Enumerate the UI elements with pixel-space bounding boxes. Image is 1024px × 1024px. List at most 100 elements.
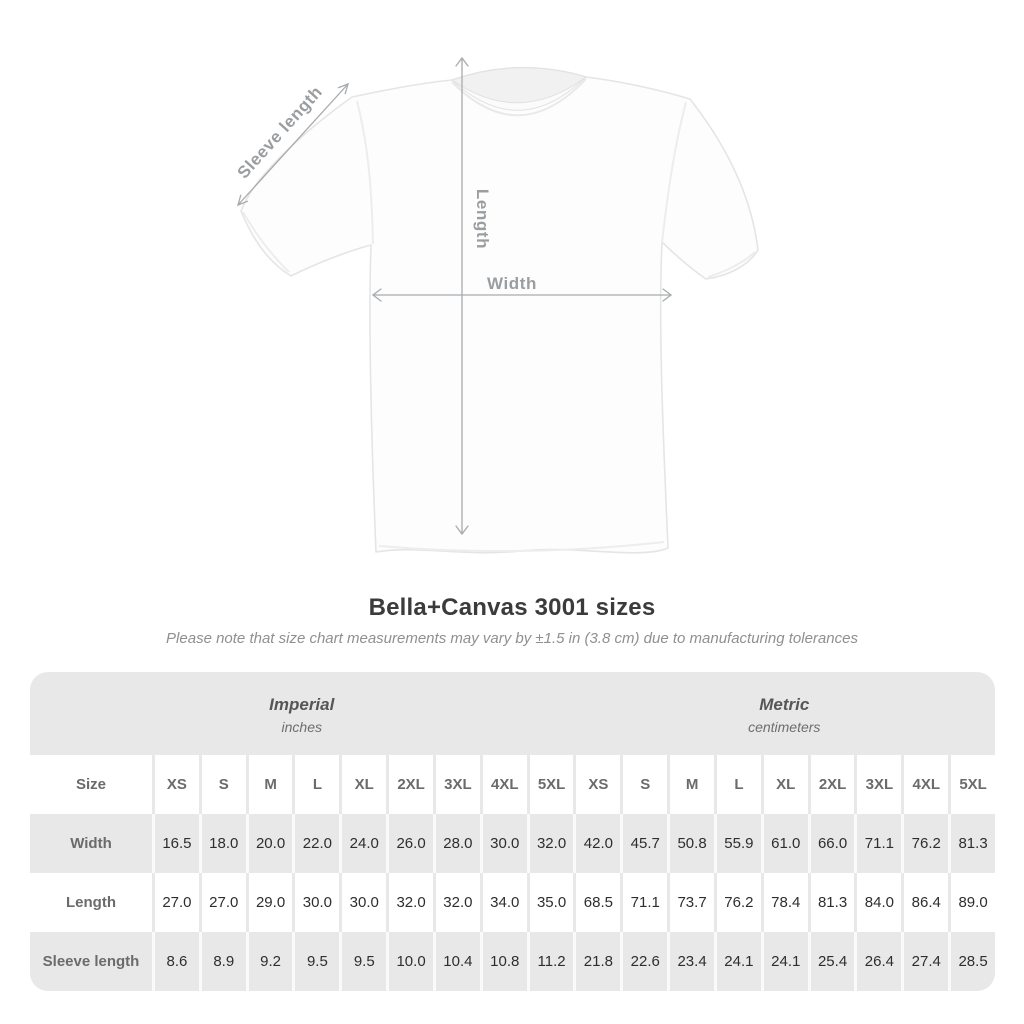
group-name-metric: Metric bbox=[759, 694, 810, 714]
size-column-header: S bbox=[620, 755, 667, 814]
size-column-header: XS bbox=[152, 755, 199, 814]
value-cell: 34.0 bbox=[479, 873, 527, 932]
value-cell: 30.0 bbox=[479, 814, 527, 873]
value-cell: 24.0 bbox=[339, 814, 386, 873]
width-label: Width bbox=[487, 274, 537, 293]
value-cell: 27.0 bbox=[198, 873, 246, 932]
value-cell: 22.6 bbox=[620, 932, 667, 991]
group-unit-metric: centimeters bbox=[748, 718, 821, 735]
length-arrow bbox=[455, 56, 469, 536]
size-column-header: 4XL bbox=[479, 755, 527, 814]
value-cell: 30.0 bbox=[339, 873, 386, 932]
size-column-header: 2XL bbox=[807, 755, 855, 814]
value-cell: 78.4 bbox=[760, 873, 808, 932]
tshirt-diagram: Sleeve length Length Width bbox=[234, 56, 759, 554]
value-cell: 45.7 bbox=[620, 814, 667, 873]
tshirt-body bbox=[240, 66, 759, 554]
tshirt-collar-band bbox=[451, 76, 587, 111]
value-cell: 28.5 bbox=[948, 932, 995, 991]
units-band: Imperial inches Metric centimeters bbox=[30, 672, 995, 755]
value-cell: 73.7 bbox=[667, 873, 714, 932]
value-cell: 50.8 bbox=[667, 814, 714, 873]
sleeve-length-arrow bbox=[237, 82, 349, 207]
value-cell: 86.4 bbox=[901, 873, 948, 932]
size-column-header: 4XL bbox=[901, 755, 948, 814]
value-cell: 10.0 bbox=[386, 932, 433, 991]
value-cell: 66.0 bbox=[807, 814, 855, 873]
value-cell: 10.8 bbox=[479, 932, 527, 991]
value-cell: 27.0 bbox=[152, 873, 199, 932]
size-column-header: M bbox=[245, 755, 293, 814]
value-cell: 20.0 bbox=[245, 814, 293, 873]
value-cell: 8.9 bbox=[198, 932, 246, 991]
chart-title: Bella+Canvas 3001 sizes bbox=[368, 594, 656, 621]
row-label: Size bbox=[75, 776, 106, 793]
row-label: Length bbox=[66, 894, 116, 911]
value-cell: 26.0 bbox=[386, 814, 433, 873]
size-column-header: 3XL bbox=[854, 755, 901, 814]
size-column-header: 2XL bbox=[386, 755, 433, 814]
value-cell: 10.4 bbox=[432, 932, 480, 991]
value-cell: 61.0 bbox=[760, 814, 808, 873]
value-cell: 25.4 bbox=[807, 932, 855, 991]
value-cell: 11.2 bbox=[526, 932, 574, 991]
value-cell: 9.5 bbox=[339, 932, 386, 991]
value-cell: 28.0 bbox=[432, 814, 480, 873]
value-cell: 29.0 bbox=[245, 873, 293, 932]
table-row: Width 16.5 18.0 20.0 22.0 24.0 26.0 28.0 30.0 32.… bbox=[30, 814, 995, 873]
value-cell: 35.0 bbox=[526, 873, 574, 932]
value-cell: 24.1 bbox=[760, 932, 808, 991]
size-table: Imperial inches Metric centimeters Size X… bbox=[30, 672, 995, 991]
value-cell: 32.0 bbox=[386, 873, 433, 932]
value-cell: 81.3 bbox=[807, 873, 855, 932]
row-label: Width bbox=[70, 835, 112, 852]
value-cell: 71.1 bbox=[854, 814, 901, 873]
value-cell: 76.2 bbox=[901, 814, 948, 873]
value-cell: 42.0 bbox=[573, 814, 620, 873]
group-header-imperial: Imperial inches bbox=[30, 693, 574, 735]
value-cell: 24.1 bbox=[713, 932, 761, 991]
row-label: Sleeve length bbox=[42, 953, 140, 970]
size-column-header: XS bbox=[573, 755, 620, 814]
value-cell: 30.0 bbox=[292, 873, 339, 932]
value-cell: 23.4 bbox=[667, 932, 714, 991]
length-label: Length bbox=[473, 189, 492, 249]
value-cell: 26.4 bbox=[854, 932, 901, 991]
heading-block: Bella+Canvas 3001 sizes Please note that… bbox=[0, 594, 1024, 647]
tshirt-shading bbox=[242, 78, 756, 553]
size-column-header: 5XL bbox=[526, 755, 574, 814]
value-cell: 71.1 bbox=[620, 873, 667, 932]
group-name-imperial: Imperial bbox=[269, 694, 335, 714]
value-cell: 9.2 bbox=[245, 932, 293, 991]
value-cell: 32.0 bbox=[432, 873, 480, 932]
tshirt-illustration-svg: Sleeve length Length Width bbox=[234, 56, 759, 554]
group-header-metric: Metric centimeters bbox=[574, 693, 996, 735]
size-column-header: XL bbox=[760, 755, 808, 814]
value-cell: 84.0 bbox=[854, 873, 901, 932]
value-cell: 76.2 bbox=[713, 873, 761, 932]
table-row: Sleeve length 8.6 8.9 9.2 9.5 9.5 10.0 10.4 10.8… bbox=[30, 932, 995, 991]
chart-subtitle: Please note that size chart measurements… bbox=[166, 630, 858, 647]
size-column-header: XL bbox=[339, 755, 386, 814]
value-cell: 8.6 bbox=[152, 932, 199, 991]
size-column-header: L bbox=[713, 755, 761, 814]
size-table-rows: Size XS S M L XL 2XL 3XL 4XL 5XL XS S M L XL 2XL 3XL 4XL 5… bbox=[30, 755, 995, 991]
size-column-header: M bbox=[667, 755, 714, 814]
size-column-header: L bbox=[292, 755, 339, 814]
value-cell: 18.0 bbox=[198, 814, 246, 873]
size-column-header: 5XL bbox=[948, 755, 995, 814]
value-cell: 9.5 bbox=[292, 932, 339, 991]
width-arrow bbox=[371, 288, 673, 302]
value-cell: 55.9 bbox=[713, 814, 761, 873]
value-cell: 21.8 bbox=[573, 932, 620, 991]
table-row: Size XS S M L XL 2XL 3XL 4XL 5XL XS S M L XL 2XL 3XL 4XL 5… bbox=[30, 755, 995, 814]
size-column-header: 3XL bbox=[432, 755, 480, 814]
value-cell: 89.0 bbox=[948, 873, 995, 932]
value-cell: 81.3 bbox=[948, 814, 995, 873]
value-cell: 68.5 bbox=[573, 873, 620, 932]
table-row: Length 27.0 27.0 29.0 30.0 30.0 32.0 32.0 34.0 35… bbox=[30, 873, 995, 932]
value-cell: 27.4 bbox=[901, 932, 948, 991]
value-cell: 22.0 bbox=[292, 814, 339, 873]
size-column-header: S bbox=[198, 755, 246, 814]
